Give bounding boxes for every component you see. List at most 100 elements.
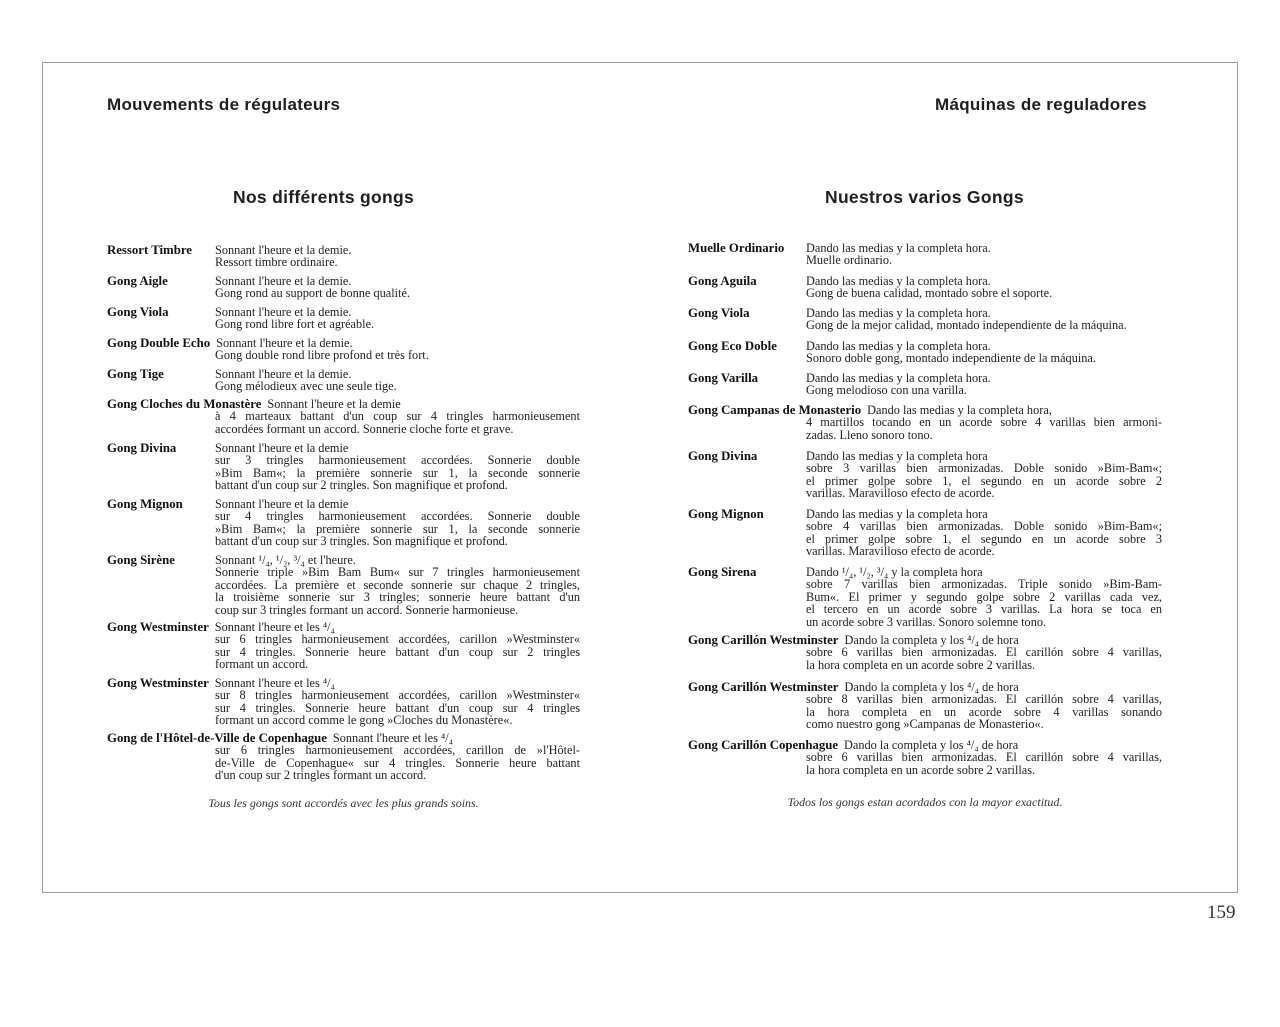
entry-heading: Gong Westminster Sonnant l'heure et les ⁴…: [107, 620, 580, 634]
entry-heading: Muelle Ordinario Dando las medias y la co…: [688, 241, 1162, 255]
gong-name: Gong Divina: [107, 441, 177, 455]
gong-summary: Dando las medias y la completa hora.: [806, 241, 991, 255]
description-line: Gong de la mejor calidad, montado indepe…: [806, 318, 1127, 333]
gong-name: Gong Carillón Westminster: [688, 680, 839, 694]
entry-heading: Gong Carillón Westminster Dando la comple…: [688, 680, 1162, 694]
gong-name: Gong Divina: [688, 449, 758, 463]
gong-entry: Gong de l'Hôtel-de-Ville de Copenhague So…: [107, 732, 580, 782]
description-line: formant un accord comme le gong »Cloches…: [215, 713, 513, 728]
gong-name: Gong Sirène: [107, 553, 175, 567]
description-line: Sonoro doble gong, montado independiente…: [806, 351, 1096, 366]
description-line: el primer golpe sobre 1, el segundo en u…: [806, 473, 1162, 488]
description-line: la troisième sonnerie sur 3 tringles; so…: [215, 590, 580, 605]
gong-summary: Sonnant l'heure et la demie: [267, 397, 401, 411]
description-line: Gong rond libre fort et agréable.: [215, 317, 375, 332]
gong-summary: Sonnant l'heure et la demie.: [215, 243, 352, 257]
description-line: accordées. La première et seconde sonner…: [215, 577, 580, 592]
entry-heading: Gong Viola Dando las medias y la completa…: [688, 306, 1162, 320]
gong-entry: Gong Sirène Sonnant ¹/₄, ¹/₂, ³/₄ et l'he…: [107, 553, 580, 616]
gong-summary: Dando las medias y la completa hora,: [867, 403, 1052, 417]
description-line: Gong de buena calidad, montado sobre el …: [806, 286, 1053, 301]
gong-summary: Sonnant l'heure et la demie.: [215, 305, 352, 319]
gong-summary: Dando las medias y la completa hora.: [806, 371, 991, 385]
gong-entry: Gong Westminster Sonnant l'heure et les ⁴…: [107, 677, 580, 727]
description-line: sur 4 tringles. Sonnerie heure battant d…: [215, 700, 580, 715]
description-line: varillas. Maravilloso efecto de acorde.: [806, 486, 995, 501]
gong-name: Gong Eco Doble: [688, 339, 777, 353]
description-line: la hora completa en un acorde sobre 2 va…: [806, 657, 1036, 672]
description-line: formant un accord.: [215, 657, 309, 672]
entry-heading: Gong Carillón Westminster Dando la comple…: [688, 633, 1162, 647]
gong-entry: Gong Tige Sonnant l'heure et la demie. Gon…: [107, 367, 580, 392]
gong-summary: Dando las medias y la completa hora: [806, 449, 988, 463]
description-line: Gong double rond libre profond et très f…: [215, 348, 429, 363]
gong-entry: Gong Mignon Dando las medias y la complet…: [688, 507, 1162, 559]
gong-entry: Gong Sirena Dando ¹/₄, ¹/₂, ³/₄ y la comp…: [688, 565, 1162, 629]
page-number: 159: [1207, 902, 1236, 923]
entry-heading: Gong Mignon Sonnant l'heure et la demie: [107, 497, 580, 511]
description-line: un acorde sobre 3 varillas. Sonoro solem…: [806, 614, 1047, 629]
gong-name: Gong Varilla: [688, 371, 759, 385]
description-line: sobre 7 varillas bien armonizadas. Tripl…: [806, 577, 1162, 592]
gong-entry: Gong Divina Sonnant l'heure et la demie su…: [107, 441, 580, 491]
description-line: sobre 6 varillas bien armonizadas. El ca…: [806, 750, 1162, 765]
gong-name: Gong de l'Hôtel-de-Ville de Copenhague: [107, 731, 327, 745]
entry-heading: Gong Double Echo Sonnant l'heure et la de…: [107, 336, 580, 350]
gong-summary: Dando la completa y los ⁴/₄ de hora: [844, 738, 1019, 752]
gong-entry: Gong Cloches du Monastère Sonnant l'heure…: [107, 397, 580, 436]
description-line: sobre 3 varillas bien armonizadas. Doble…: [806, 461, 1162, 476]
gong-summary: Sonnant l'heure et la demie.: [215, 274, 352, 288]
gong-entry: Gong Double Echo Sonnant l'heure et la de…: [107, 337, 580, 362]
gong-summary: Sonnant l'heure et la demie.: [215, 367, 352, 381]
description-line: Sonnerie triple »Bim Bam Bum« sur 7 trin…: [215, 565, 580, 580]
description-line: accordées formant un accord. Sonnerie cl…: [215, 421, 514, 436]
description-line: zadas. Lleno sonoro tono.: [806, 427, 933, 442]
gong-name: Gong Mignon: [107, 497, 183, 511]
gong-name: Gong Aguila: [688, 274, 757, 288]
description-line: Ressort timbre ordinaire.: [215, 255, 338, 270]
gong-summary: Dando las medias y la completa hora.: [806, 306, 991, 320]
gong-summary: Sonnant ¹/₄, ¹/₂, ³/₄ et l'heure.: [215, 553, 356, 567]
left-running-head: Mouvements de régulateurs: [107, 95, 341, 114]
gong-summary: Dando las medias y la completa hora.: [806, 339, 991, 353]
entry-heading: Gong Aigle Sonnant l'heure et la demie.: [107, 274, 580, 288]
description-line: Gong rond au support de bonne qualité.: [215, 286, 411, 301]
description-line: d'un coup sur 2 tringles formant un acco…: [215, 768, 427, 783]
gong-summary: Sonnant l'heure et les ⁴/₄: [332, 731, 453, 745]
gong-entry: Gong Divina Dando las medias y la complet…: [688, 449, 1162, 501]
description-line: sobre 8 varillas bien armonizadas. El ca…: [806, 692, 1162, 707]
right-footnote: Todos los gongs estan acordados con la m…: [787, 795, 1063, 809]
description-line: battant d'un coup sur 3 tringles. Son ma…: [215, 534, 508, 549]
gong-entry: Gong Viola Sonnant l'heure et la demie. Go…: [107, 305, 580, 332]
gong-name: Gong Westminster: [107, 676, 209, 690]
description-line: sur 6 tringles harmonieusement accordées…: [215, 632, 580, 647]
gong-name: Gong Cloches du Monastère: [107, 397, 262, 411]
right-running-head: Máquinas de reguladores: [935, 95, 1147, 114]
entry-heading: Gong Tige Sonnant l'heure et la demie.: [107, 367, 580, 381]
entry-heading: Gong Mignon Dando las medias y la complet…: [688, 507, 1162, 520]
gong-name: Gong Double Echo: [107, 336, 211, 350]
gong-entry: Gong Viola Dando las medias y la completa…: [688, 306, 1162, 333]
gong-summary: Sonnant l'heure et les ⁴/₄: [214, 676, 335, 690]
gong-name: Gong Aigle: [107, 274, 168, 288]
gong-name: Muelle Ordinario: [688, 241, 785, 255]
entry-heading: Gong Sirena Dando ¹/₄, ¹/₂, ³/₄ y la comp…: [688, 565, 1162, 579]
gong-name: Gong Viola: [688, 306, 750, 320]
entry-heading: Gong Viola Sonnant l'heure et la demie.: [107, 305, 580, 319]
gong-summary: Sonnant l'heure et la demie: [215, 497, 349, 511]
description-line: la hora completa en un acorde sobre 2 va…: [806, 762, 1036, 777]
description-line: 4 martillos tocando en un acorde sobre 4…: [806, 415, 1162, 430]
left-section-title: Nos différents gongs: [233, 187, 415, 207]
gong-entry: Gong Carillón Westminster Dando la comple…: [688, 681, 1162, 731]
page-frame: [42, 62, 1238, 893]
entry-heading: Gong Divina Dando las medias y la complet…: [688, 449, 1162, 463]
description-line: el tercero en un acorde sobre 3 varillas…: [806, 602, 1162, 617]
description-line: varillas. Maravilloso efecto de acorde.: [806, 544, 995, 559]
gong-summary: Sonnant l'heure et les ⁴/₄: [214, 620, 335, 634]
entry-heading: Gong Varilla Dando las medias y la comple…: [688, 371, 1162, 385]
gong-name: Ressort Timbre: [107, 243, 192, 257]
gong-summary: Dando ¹/₄, ¹/₂, ³/₄ y la completa hora: [806, 565, 983, 579]
entry-heading: Gong Campanas de Monasterio Dando las med…: [688, 403, 1162, 417]
gong-summary: Dando la completa y los ⁴/₄ de hora: [844, 680, 1019, 694]
gong-name: Gong Carillón Westminster: [688, 633, 839, 647]
